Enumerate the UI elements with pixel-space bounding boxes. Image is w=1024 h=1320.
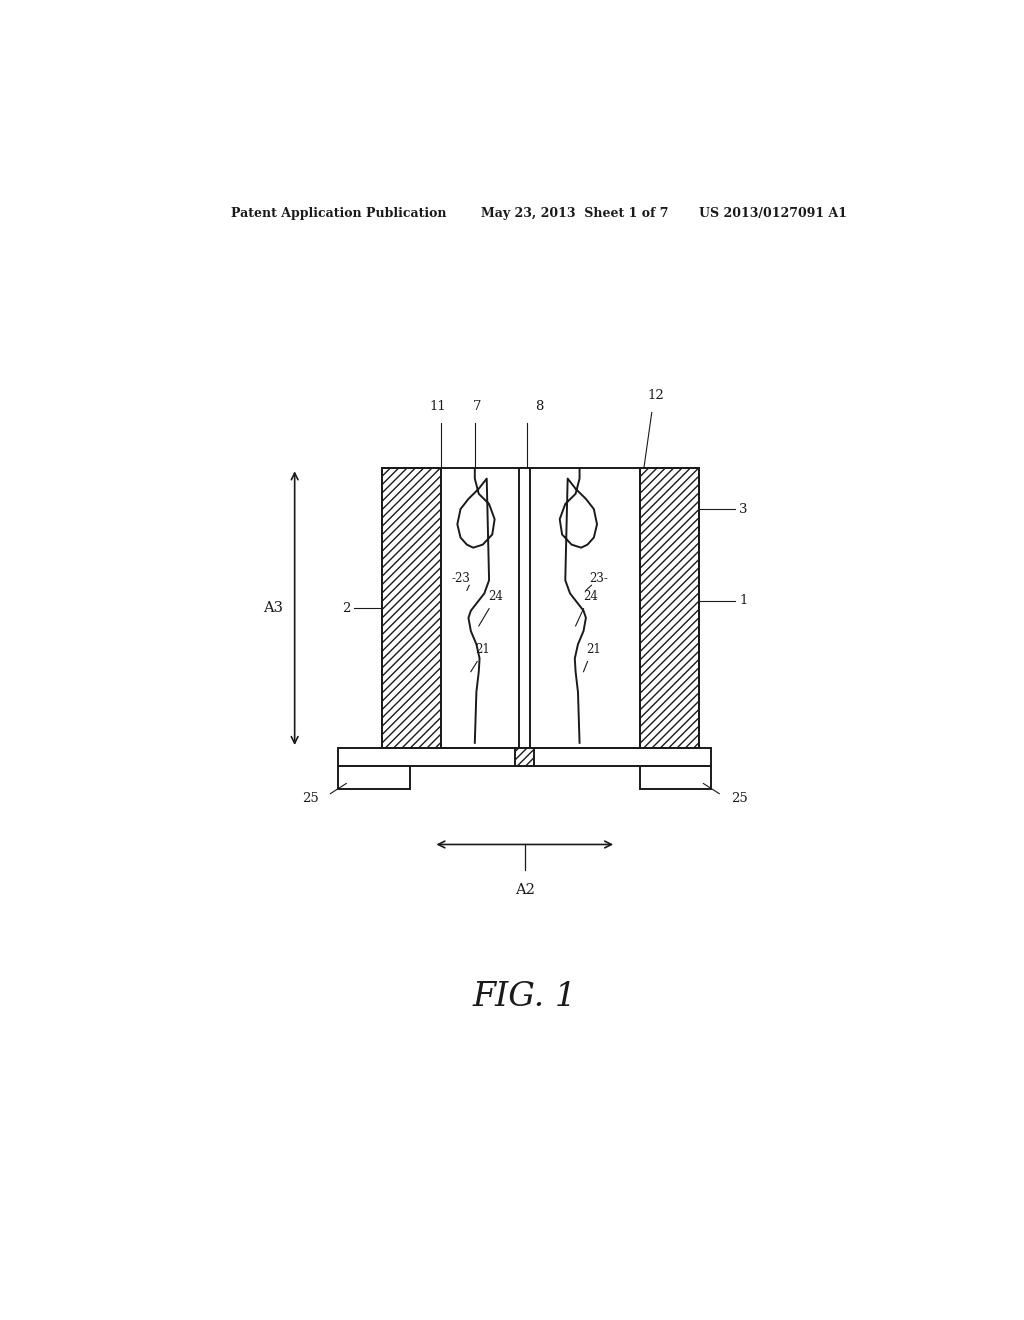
Polygon shape — [515, 748, 535, 766]
Polygon shape — [338, 748, 712, 766]
Text: FIG. 1: FIG. 1 — [473, 981, 577, 1012]
Text: A2: A2 — [515, 883, 535, 898]
Text: -23: -23 — [452, 573, 471, 585]
Polygon shape — [338, 766, 410, 788]
Text: May 23, 2013  Sheet 1 of 7: May 23, 2013 Sheet 1 of 7 — [481, 207, 669, 220]
Text: 1: 1 — [739, 594, 748, 607]
Polygon shape — [382, 469, 441, 748]
Text: 25: 25 — [302, 792, 318, 805]
Polygon shape — [640, 469, 699, 748]
Text: US 2013/0127091 A1: US 2013/0127091 A1 — [699, 207, 848, 220]
Text: 23-: 23- — [589, 573, 608, 585]
Text: Patent Application Publication: Patent Application Publication — [231, 207, 446, 220]
Text: 8: 8 — [535, 400, 544, 412]
Text: 25: 25 — [731, 792, 748, 805]
Text: 7: 7 — [473, 400, 481, 412]
Text: 24: 24 — [583, 590, 598, 602]
Text: 2: 2 — [342, 602, 350, 615]
Text: 21: 21 — [586, 643, 601, 656]
Text: 11: 11 — [429, 400, 445, 412]
Text: 3: 3 — [739, 503, 748, 516]
Text: 12: 12 — [647, 389, 665, 403]
Polygon shape — [640, 766, 712, 788]
Polygon shape — [519, 469, 530, 748]
Text: A3: A3 — [263, 601, 283, 615]
Text: 24: 24 — [488, 590, 503, 602]
Text: 21: 21 — [475, 643, 490, 656]
